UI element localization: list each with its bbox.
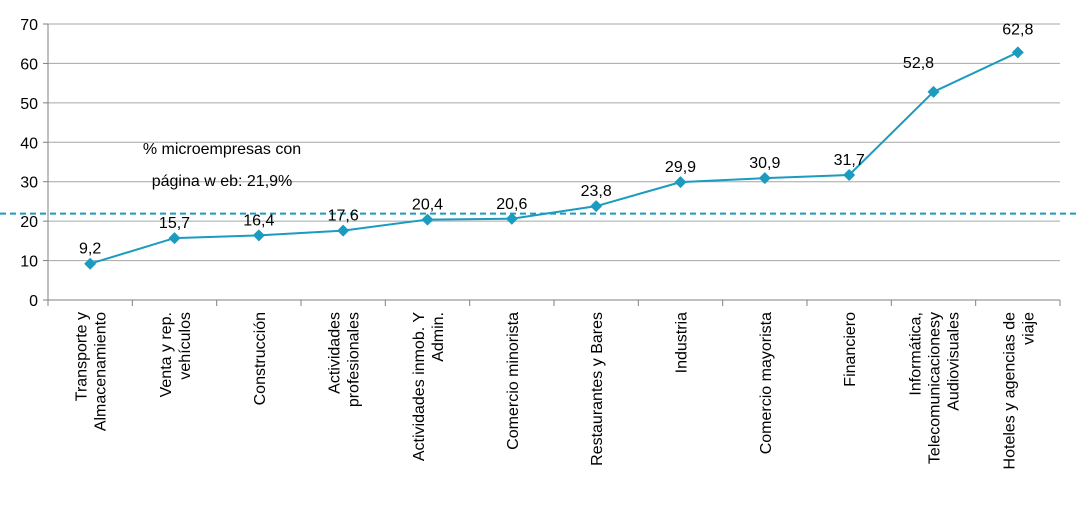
series-group <box>84 46 1024 270</box>
annotation-group: % microempresas con página w eb: 21,9% <box>143 141 301 190</box>
x-category-label: Comercio minorista <box>505 312 522 450</box>
x-category-label-line: Hoteles y agencias de <box>1001 312 1018 470</box>
data-label: 9,2 <box>79 241 101 258</box>
x-axis: Transporte y Almacenamiento Venta y rep. ve… <box>47 299 1061 470</box>
x-category-label: Hoteles y agencias de viaje <box>1001 312 1037 470</box>
data-point <box>252 229 265 242</box>
data-point <box>421 213 434 226</box>
x-category-label-line: viaje <box>1020 312 1037 345</box>
data-label: 62,8 <box>1002 21 1033 38</box>
x-category-label: Restaurantes y Bares <box>589 312 606 466</box>
x-category-label: Comercio mayorista <box>758 312 775 454</box>
x-category-label: Venta y rep. vehículos <box>158 312 194 397</box>
data-label: 29,9 <box>665 159 696 176</box>
data-label: 52,8 <box>903 55 934 72</box>
data-point <box>337 224 350 237</box>
y-tick-label: 10 <box>20 254 38 271</box>
data-point <box>927 85 940 98</box>
y-axis: 0 10 20 30 40 50 60 70 <box>20 17 49 310</box>
x-category-label: Transporte y Almacenamiento <box>74 312 110 431</box>
x-category-label-line: profesionales <box>346 312 363 407</box>
x-category-label: Actividades inmob. Y Admin. <box>411 312 447 461</box>
x-category-label-line: Transporte y <box>74 312 91 401</box>
x-category-label-line: Comercio mayorista <box>758 312 775 454</box>
x-category-label-line: Informática, <box>908 312 925 396</box>
data-label: 16,4 <box>243 212 274 229</box>
y-tick-label: 30 <box>20 175 38 192</box>
series-line <box>89 51 1019 265</box>
data-point <box>84 257 97 270</box>
x-category-label-line: Restaurantes y Bares <box>589 312 606 466</box>
x-category-label-line: Industria <box>674 312 691 373</box>
data-label: 20,4 <box>412 197 443 214</box>
annotation-line-1: % microempresas con <box>143 141 301 158</box>
data-point <box>843 169 856 182</box>
x-category-label: Construcción <box>252 312 269 405</box>
data-point <box>590 200 603 213</box>
data-point <box>758 172 771 185</box>
x-category-label-line: Almacenamiento <box>93 312 110 431</box>
x-category-label-line: Telecomunicacionesy <box>927 312 944 464</box>
x-category-label: Actividades profesionales <box>327 312 363 407</box>
data-label: 15,7 <box>159 215 190 232</box>
y-tick-label: 50 <box>20 96 38 113</box>
data-point <box>168 232 181 245</box>
annotation-line-2: página w eb: 21,9% <box>152 173 293 190</box>
x-category-label-line: Audiovisuales <box>946 312 963 411</box>
data-labels-group: 9,2 15,7 16,4 17,6 20,4 20,6 23,8 29,9 30,9 31,7 5… <box>79 21 1033 257</box>
x-category-label-line: Venta y rep. <box>158 312 175 397</box>
y-tick-label: 60 <box>20 56 38 73</box>
x-category-label-line: Financiero <box>842 312 859 387</box>
x-category-label: Industria <box>674 312 691 373</box>
data-point <box>505 212 518 225</box>
x-category-label-line: Comercio minorista <box>505 312 522 450</box>
x-category-label-line: Admin. <box>430 312 447 362</box>
y-tick-label: 40 <box>20 135 38 152</box>
data-label: 23,8 <box>581 183 612 200</box>
y-tick-label: 0 <box>29 293 38 310</box>
y-tick-label: 70 <box>20 17 38 34</box>
x-category-label-line: Actividades inmob. Y <box>411 312 428 461</box>
data-label: 30,9 <box>749 155 780 172</box>
x-category-label-line: vehículos <box>177 312 194 380</box>
y-tick-label: 20 <box>20 214 38 231</box>
x-category-label: Financiero <box>842 312 859 387</box>
data-label: 31,7 <box>834 152 865 169</box>
data-label: 17,6 <box>328 208 359 225</box>
gridlines <box>48 23 1060 262</box>
x-category-label-line: Actividades <box>327 312 344 394</box>
x-category-label-line: Construcción <box>252 312 269 405</box>
data-point <box>1011 46 1024 59</box>
data-label: 20,6 <box>496 196 527 213</box>
x-category-label: Informática, Telecomunicacionesy Audiovisu… <box>908 312 963 464</box>
data-point <box>674 176 687 189</box>
